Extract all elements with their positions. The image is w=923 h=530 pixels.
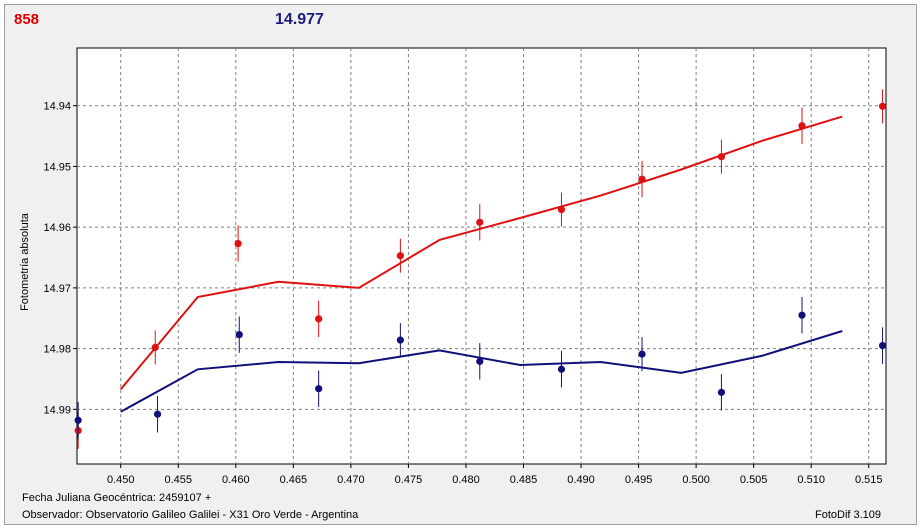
grid-lines	[77, 48, 886, 464]
x-tick-label: 0.475	[395, 474, 423, 486]
series-0-point	[798, 122, 806, 130]
y-tick-label: 14.96	[43, 222, 71, 234]
footer-version-label: FotoDif 3.109	[815, 509, 882, 521]
header-value-red: 858	[14, 11, 40, 28]
series-0-point	[638, 175, 646, 183]
footer-observer-label: Observador: Observatorio Galileo Galilei…	[22, 509, 359, 521]
y-tick-label: 14.99	[43, 404, 71, 416]
data-marks	[74, 89, 887, 449]
series-0-point	[151, 343, 159, 351]
header-value-blue: 14.977	[275, 11, 324, 28]
series-1-point	[798, 311, 806, 319]
x-tick-label: 0.455	[165, 474, 193, 486]
x-tick-label: 0.500	[682, 474, 710, 486]
plot-area	[76, 47, 887, 465]
y-axis-label: Fotometría absoluta	[19, 212, 31, 311]
x-tick-label: 0.460	[222, 474, 250, 486]
x-axis-ticks: 0.450 0.455 0.460 0.465 0.470 0.475 0.480 0.485…	[107, 464, 883, 486]
y-axis-ticks: 14.94 14.95 14.96 14.97 14.98 14.99	[43, 101, 77, 416]
y-tick-label: 14.95	[43, 161, 71, 173]
series-1-point	[74, 416, 82, 424]
y-tick-label: 14.94	[43, 101, 71, 113]
y-tick-label: 14.97	[43, 283, 71, 295]
series-1-point	[235, 331, 243, 339]
series-0-point	[878, 102, 887, 110]
x-tick-label: 0.505	[740, 474, 768, 486]
y-tick-label: 14.98	[43, 344, 71, 356]
x-tick-label: 0.495	[625, 474, 653, 486]
series-1-point	[315, 385, 323, 393]
series-1-point	[396, 336, 404, 344]
series-0-point	[315, 315, 323, 323]
x-tick-label: 0.480	[452, 474, 480, 486]
series-0-point	[717, 153, 726, 161]
x-tick-label: 0.515	[855, 474, 883, 486]
series-0-point	[557, 205, 566, 214]
x-tick-label: 0.450	[107, 474, 135, 486]
footer-date-label: Fecha Juliana Geocéntrica: 2459107 +	[22, 492, 212, 504]
series-0-point	[396, 252, 404, 260]
series-0-point	[476, 218, 484, 226]
series-1-point	[717, 388, 726, 396]
x-tick-label: 0.465	[280, 474, 308, 486]
series-0-point	[234, 239, 242, 248]
x-tick-label: 0.470	[337, 474, 365, 486]
series-1-point	[557, 365, 566, 373]
series-1-point	[638, 350, 646, 358]
series-1-point	[153, 410, 162, 418]
x-tick-label: 0.490	[567, 474, 595, 486]
x-tick-label: 0.510	[797, 474, 825, 486]
series-1-point	[878, 341, 887, 350]
x-tick-label: 0.485	[510, 474, 538, 486]
series-1-point	[476, 357, 484, 365]
